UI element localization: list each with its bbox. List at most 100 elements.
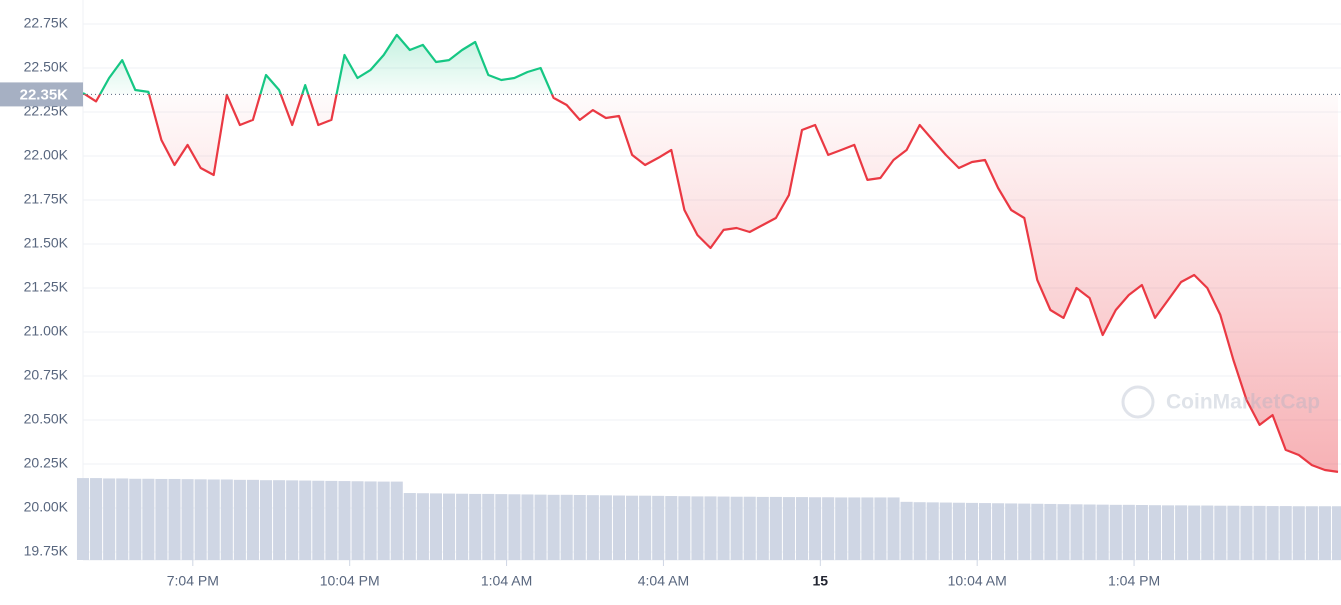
volume-bar <box>116 478 129 560</box>
volume-bar <box>573 494 586 560</box>
volume-bar <box>1305 506 1318 560</box>
volume-bar <box>599 495 612 560</box>
volume-bar <box>482 493 495 560</box>
volume-bar <box>90 478 103 560</box>
volume-bar <box>155 478 168 560</box>
volume-bar <box>1318 506 1331 560</box>
baseline-label: 22.35K <box>20 86 69 103</box>
volume-bar <box>835 497 848 560</box>
volume-bar <box>403 493 416 560</box>
volume-bar <box>273 480 286 560</box>
volume-bar <box>390 481 403 560</box>
volume-bar <box>560 494 573 560</box>
volume-bar <box>103 478 116 560</box>
volume-bar <box>1188 505 1201 560</box>
volume-bar <box>887 497 900 560</box>
volume-bar <box>1109 504 1122 560</box>
volume-bar <box>246 479 259 560</box>
volume-bar <box>1018 503 1031 560</box>
volume-bar <box>926 502 939 560</box>
volume-bar <box>286 480 299 560</box>
volume-bar <box>665 496 678 560</box>
volume-bar <box>639 495 652 560</box>
volume-bar <box>769 496 782 560</box>
volume-bar <box>76 478 90 560</box>
volume-bar <box>377 481 390 560</box>
x-tick-label: 7:04 PM <box>167 573 219 589</box>
volume-bar <box>469 493 482 560</box>
watermark-logo <box>1121 385 1155 419</box>
area-down <box>85 94 1338 472</box>
volume-bar <box>312 480 325 560</box>
volume-bar <box>181 479 194 560</box>
y-tick-label: 22.50K <box>24 59 69 75</box>
volume-bar <box>207 479 220 560</box>
volume-bar <box>325 480 338 560</box>
volume-bar <box>1057 504 1070 560</box>
volume-bar <box>1292 506 1305 560</box>
volume-bar <box>364 481 377 560</box>
volume-bar <box>1253 505 1266 560</box>
volume-bar <box>1214 505 1227 560</box>
volume-bar <box>1201 505 1214 560</box>
volume-bar <box>1005 503 1018 560</box>
volume-bar <box>678 496 691 560</box>
volume-bar <box>495 494 508 560</box>
y-tick-label: 20.50K <box>24 411 69 427</box>
watermark-text: CoinMarketCap <box>1166 391 1320 414</box>
volume-bar <box>612 495 626 560</box>
volume-bar <box>743 496 756 560</box>
volume-bar <box>1135 505 1148 560</box>
y-tick-label: 21.75K <box>24 191 69 207</box>
volume-bar <box>1266 506 1279 560</box>
volume-bar <box>1331 506 1341 560</box>
volume-bar <box>1096 504 1109 560</box>
x-tick-label: 4:04 AM <box>638 573 689 589</box>
volume-bar <box>429 493 443 560</box>
volume-bar <box>1122 504 1135 560</box>
volume-bar <box>1227 505 1240 560</box>
x-tick-label: 1:04 PM <box>1108 573 1160 589</box>
y-tick-label: 20.00K <box>24 499 69 515</box>
volume-bar <box>848 497 861 560</box>
volume-bar <box>142 478 155 560</box>
volume-bar <box>795 497 809 560</box>
volume-bar <box>443 493 456 560</box>
volume-bar <box>704 496 717 560</box>
volume-bar <box>416 493 429 560</box>
price-line-down <box>83 94 1339 473</box>
volume-bar <box>534 494 547 560</box>
y-tick-label: 22.75K <box>24 15 69 31</box>
volume-bar <box>652 495 665 560</box>
volume-bar <box>456 493 469 560</box>
volume-bar <box>1175 505 1188 560</box>
volume-bar <box>756 496 769 560</box>
volume-bar <box>1279 506 1292 560</box>
volume-bar <box>952 502 965 560</box>
volume-bar <box>822 497 835 560</box>
volume-bar <box>691 496 704 560</box>
volume-bar <box>1031 503 1044 560</box>
volume-bar <box>1070 504 1083 560</box>
volume-bar <box>233 479 246 560</box>
area-up <box>83 34 1338 95</box>
volume-bar <box>900 501 913 560</box>
volume-bar <box>1162 505 1175 560</box>
volume-bar <box>521 494 534 560</box>
volume-bar <box>1240 505 1253 560</box>
volume-bar <box>782 497 795 560</box>
volume-bar <box>965 502 978 560</box>
volume-bar <box>939 502 952 560</box>
volume-bar <box>259 480 273 560</box>
volume-bar <box>586 495 599 560</box>
y-tick-label: 21.50K <box>24 235 69 251</box>
volume-bar <box>351 481 364 560</box>
volume-bar <box>220 479 233 560</box>
baseline-label-box <box>0 82 83 107</box>
x-tick-label: 15 <box>813 573 829 589</box>
volume-bar <box>168 478 181 560</box>
y-tick-label: 21.25K <box>24 279 69 295</box>
volume-bar <box>1148 505 1162 560</box>
x-tick-label: 10:04 AM <box>948 573 1007 589</box>
